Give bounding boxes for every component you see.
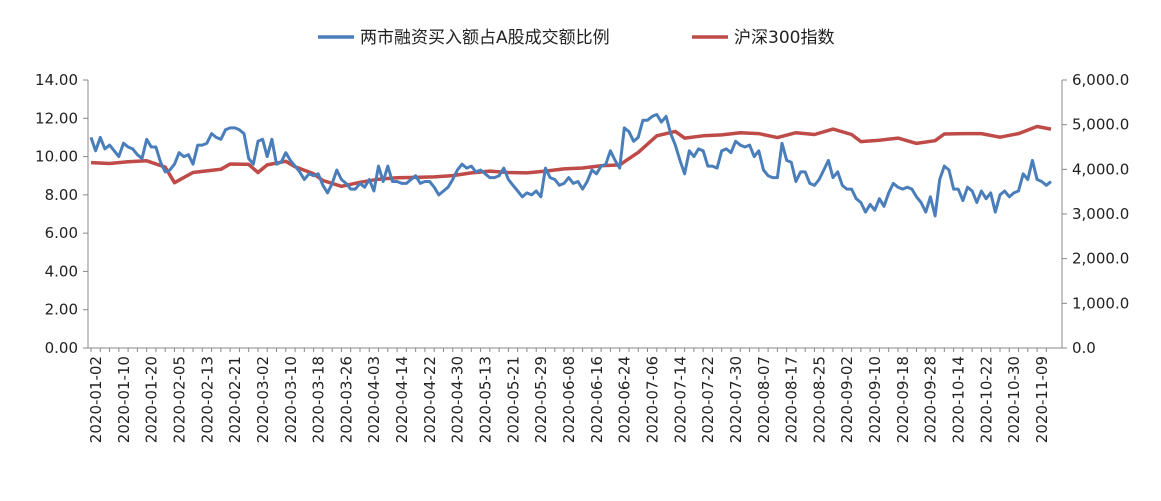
x-tick-label: 2020-08-25 xyxy=(810,356,828,443)
right-y-tick-label: 3,000.0 xyxy=(1072,205,1129,223)
x-tick-label: 2020-10-30 xyxy=(1005,356,1023,443)
x-minor-ticks xyxy=(90,348,1047,352)
x-tick-label: 2020-01-20 xyxy=(143,356,161,443)
x-tick-label: 2020-08-17 xyxy=(783,356,801,443)
x-tick-label: 2020-07-30 xyxy=(727,356,745,443)
x-tick-label: 2020-01-02 xyxy=(87,356,105,443)
x-tick-label: 2020-07-06 xyxy=(643,356,661,443)
x-tick-label: 2020-06-08 xyxy=(560,356,578,443)
x-tick-label: 2020-02-21 xyxy=(226,356,244,443)
x-tick-label: 2020-05-13 xyxy=(477,356,495,443)
x-tick-label: 2020-11-09 xyxy=(1033,356,1051,443)
x-tick-label: 2020-03-02 xyxy=(254,356,272,443)
left-y-tick-label: 10.00 xyxy=(35,148,78,166)
left-y-tick-label: 14.00 xyxy=(35,71,78,89)
x-tick-label: 2020-02-05 xyxy=(170,356,188,443)
left-y-tick-label: 6.00 xyxy=(45,224,78,242)
legend-label-financing-ratio: 两市融资买入额占A股成交额比例 xyxy=(360,28,610,48)
right-y-tick-label: 0.0 xyxy=(1072,339,1096,357)
x-tick-label: 2020-06-16 xyxy=(588,356,606,443)
x-tick-label: 2020-04-03 xyxy=(365,356,383,443)
right-y-ticks: 0.0 1,000.0 2,000.0 3,000.0 4,000.0 5,000.0 6,… xyxy=(1062,71,1129,357)
left-y-tick-label: 8.00 xyxy=(45,186,78,204)
x-tick-label: 2020-01-10 xyxy=(115,356,133,443)
x-tick-label: 2020-09-18 xyxy=(894,356,912,443)
x-tick-label: 2020-02-13 xyxy=(198,356,216,443)
x-tick-label: 2020-04-14 xyxy=(393,356,411,443)
left-y-tick-label: 0.00 xyxy=(45,339,78,357)
x-tick-label: 2020-07-14 xyxy=(671,356,689,443)
x-tick-label: 2020-09-02 xyxy=(838,356,856,443)
x-tick-label: 2020-06-24 xyxy=(616,356,634,443)
x-tick-label: 2020-10-22 xyxy=(977,356,995,443)
left-y-tick-label: 2.00 xyxy=(45,301,78,319)
legend: 两市融资买入额占A股成交额比例 沪深300指数 xyxy=(318,28,834,48)
x-tick-label: 2020-03-10 xyxy=(282,356,300,443)
series-line-hs300 xyxy=(90,124,1052,189)
left-y-ticks: 0.00 2.00 4.00 6.00 8.00 10.00 12.00 14.00 xyxy=(35,71,88,357)
x-tick-label: 2020-04-22 xyxy=(421,356,439,443)
right-y-tick-label: 5,000.0 xyxy=(1072,116,1129,134)
x-tick-label: 2020-05-29 xyxy=(532,356,550,443)
x-tick-label: 2020-03-26 xyxy=(337,356,355,443)
right-y-tick-label: 4,000.0 xyxy=(1072,160,1129,178)
x-tick-label: 2020-04-30 xyxy=(449,356,467,443)
x-tick-label: 2020-09-28 xyxy=(922,356,940,443)
right-y-tick-label: 6,000.0 xyxy=(1072,71,1129,89)
x-tick-label: 2020-03-18 xyxy=(310,356,328,443)
x-tick-label: 2020-08-07 xyxy=(755,356,773,443)
x-tick-labels: 2020-01-02 2020-01-10 2020-01-20 2020-02-05… xyxy=(87,356,1051,443)
left-y-tick-label: 4.00 xyxy=(45,262,78,280)
series-line-financing-ratio xyxy=(89,113,1052,218)
left-y-tick-label: 12.00 xyxy=(35,109,78,127)
right-y-tick-label: 2,000.0 xyxy=(1072,250,1129,268)
right-y-tick-label: 1,000.0 xyxy=(1072,294,1129,312)
x-tick-label: 2020-10-14 xyxy=(950,356,968,443)
x-tick-label: 2020-05-21 xyxy=(504,356,522,443)
x-tick-label: 2020-09-10 xyxy=(866,356,884,443)
legend-label-hs300: 沪深300指数 xyxy=(734,28,834,48)
x-tick-label: 2020-07-22 xyxy=(699,356,717,443)
